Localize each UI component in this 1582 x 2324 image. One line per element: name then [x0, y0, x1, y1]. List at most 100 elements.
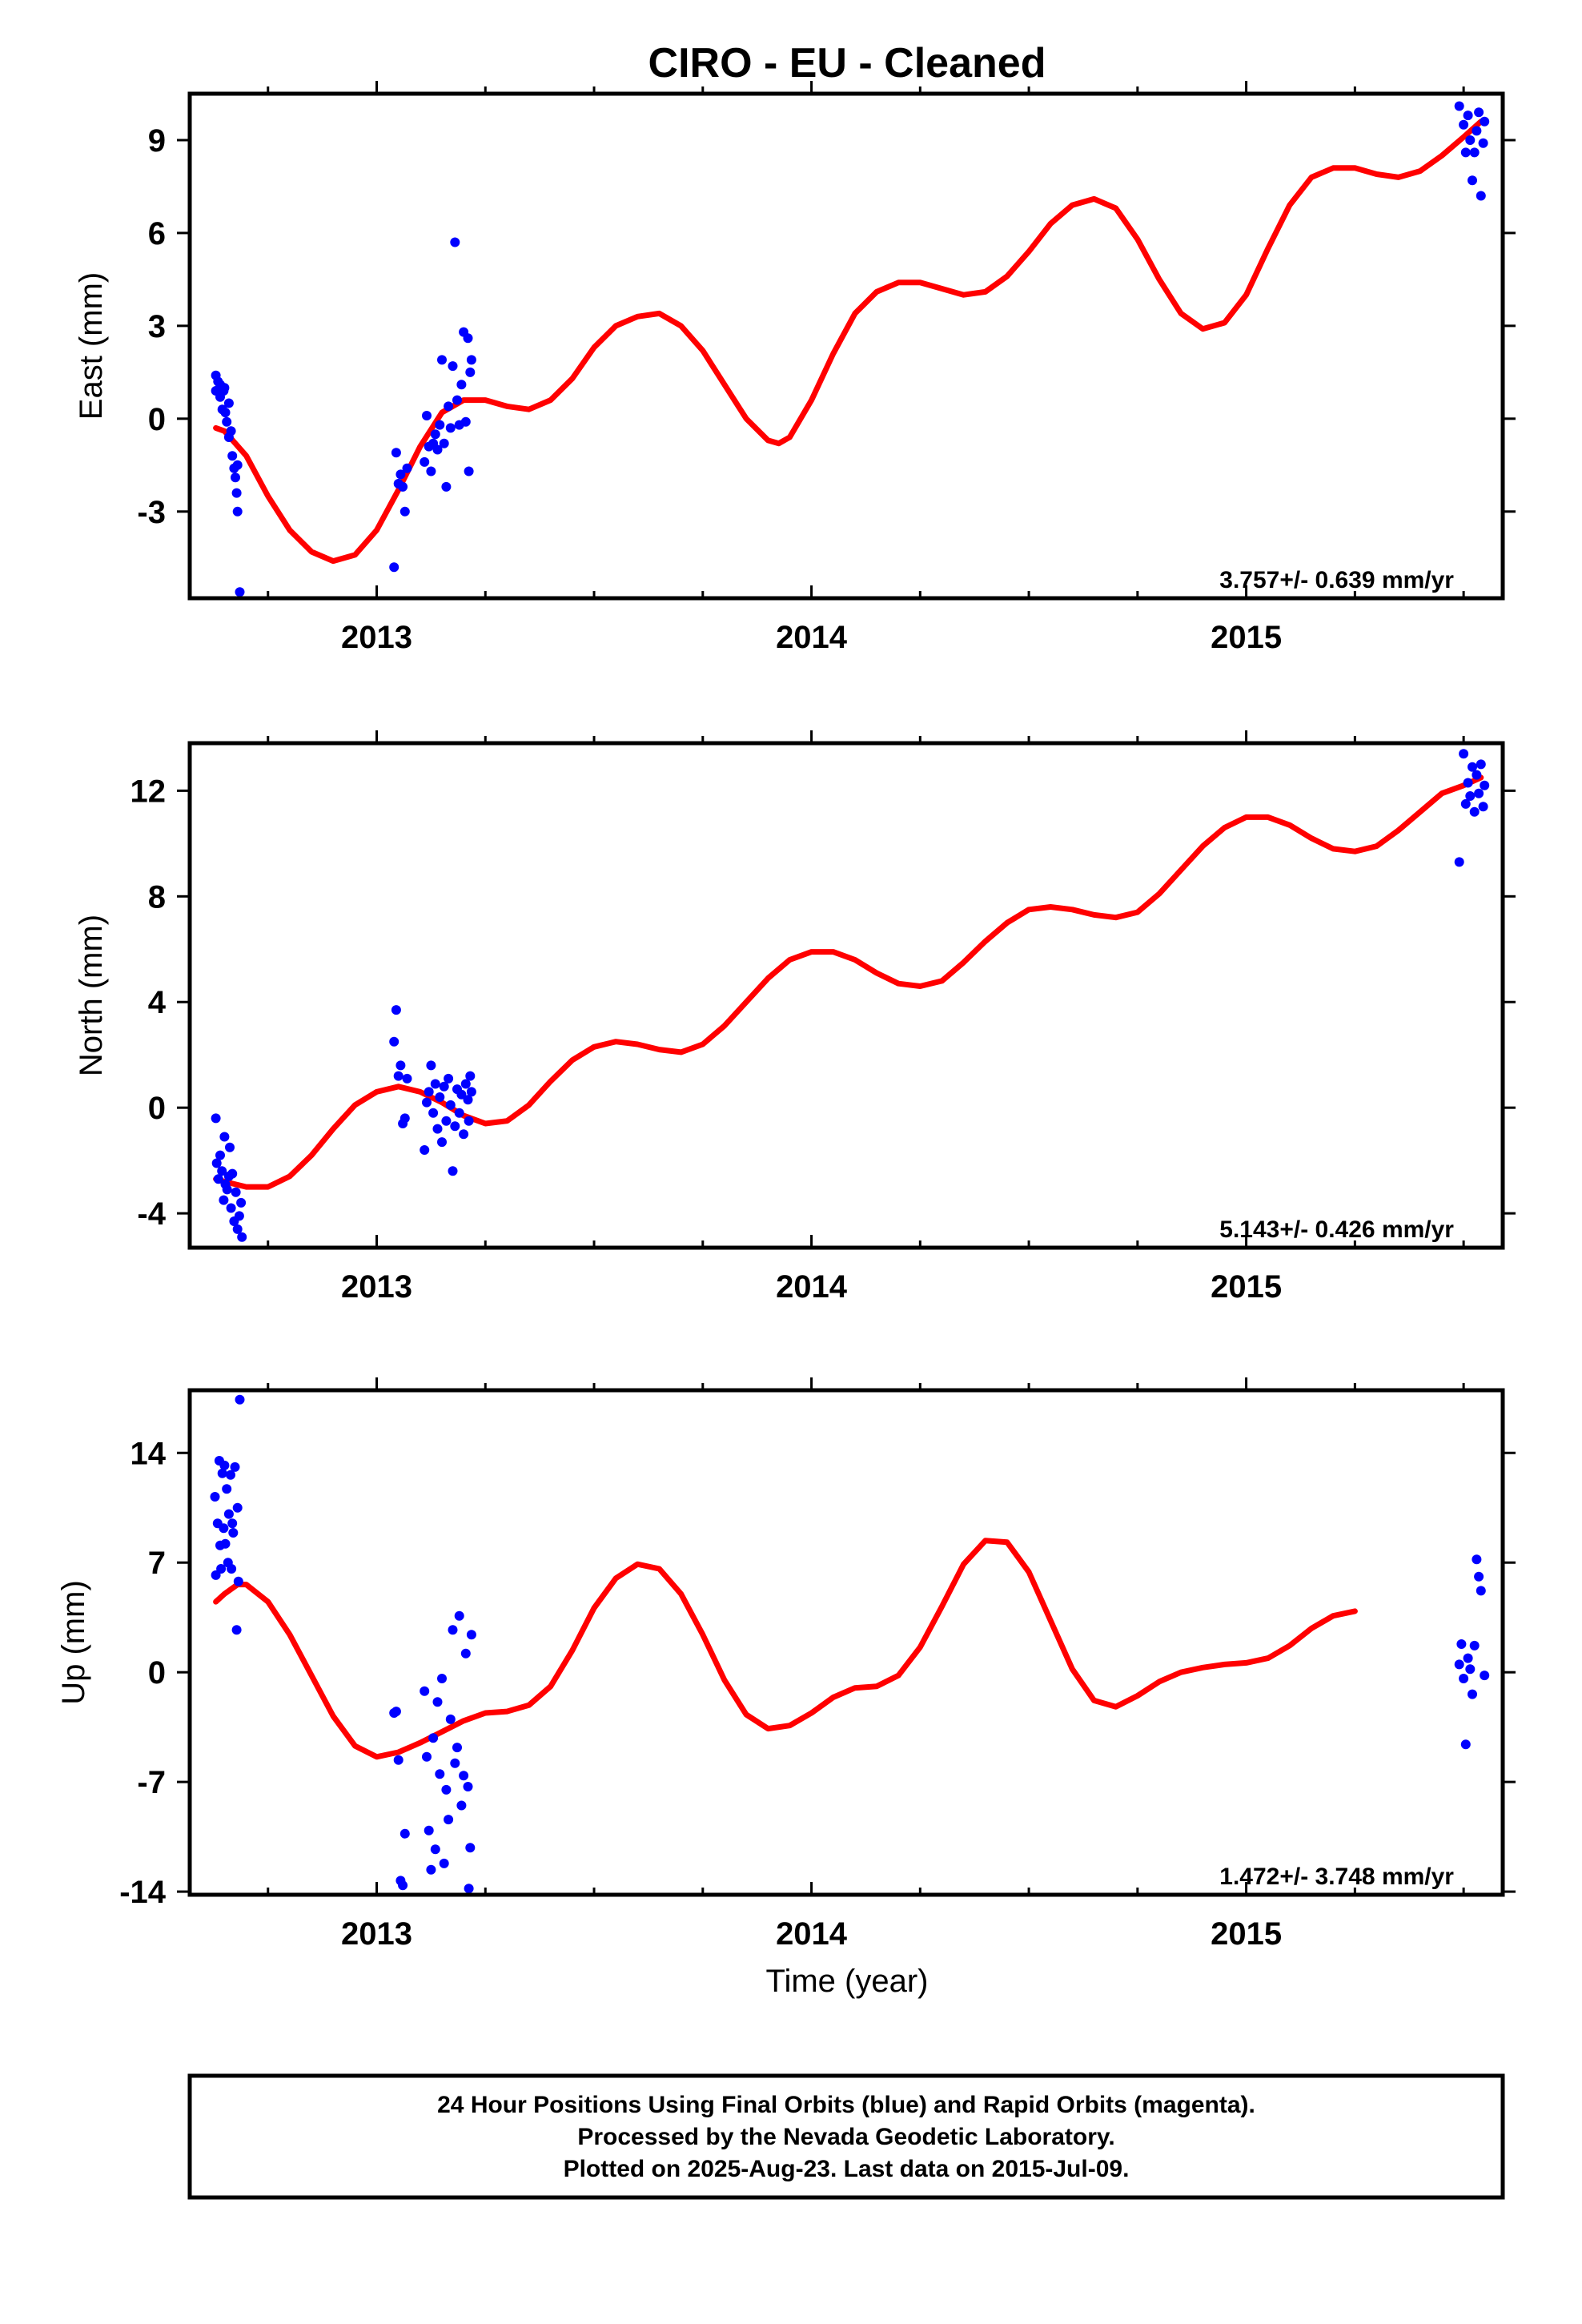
- north-data-point: [391, 1005, 401, 1015]
- up-data-point: [222, 1484, 232, 1494]
- up-data-point: [1459, 1674, 1469, 1683]
- east-data-point: [452, 395, 462, 405]
- north-data-point: [236, 1197, 247, 1208]
- east-data-point: [441, 481, 452, 492]
- east-axes-layer: 2013 2014 2015 -3 0 3 6 9: [137, 81, 1516, 655]
- up-data-point: [219, 1460, 230, 1470]
- east-data-point: [466, 355, 476, 365]
- east-data-point: [1454, 101, 1464, 111]
- up-data-point: [422, 1751, 432, 1762]
- east-data-point: [389, 562, 400, 573]
- up-data-point: [437, 1674, 447, 1683]
- up-data-point: [1474, 1571, 1484, 1582]
- north-xtick-label: 2013: [341, 1269, 412, 1305]
- caption-box: 24 Hour Positions Using Final Orbits (bl…: [187, 2073, 1505, 2200]
- up-plot-frame: [187, 1388, 1505, 1897]
- east-data-point: [219, 383, 230, 393]
- east-xtick-label: 2013: [341, 620, 412, 655]
- north-data-point: [1454, 857, 1464, 867]
- east-data-point: [464, 466, 474, 476]
- up-axes-layer: 2013 2014 2015 -14 -7 0 7 14: [119, 1377, 1516, 1952]
- up-data-point: [456, 1800, 467, 1811]
- north-fit-line: [213, 774, 1484, 1190]
- east-rate-label: 3.757+/- 0.639 mm/yr: [1219, 567, 1454, 593]
- north-data-point: [219, 1195, 229, 1205]
- east-data-point: [439, 438, 449, 448]
- up-data-point: [424, 1825, 434, 1835]
- north-xtick-label: 2015: [1211, 1269, 1282, 1305]
- north-data-point: [420, 1145, 430, 1155]
- north-data-point: [1469, 806, 1480, 817]
- east-points-layer: [211, 101, 1490, 597]
- north-data-point: [426, 1060, 436, 1071]
- north-data-point: [234, 1211, 244, 1221]
- north-data-point: [444, 1073, 454, 1084]
- east-fit-line: [213, 119, 1484, 565]
- up-ytick-label: 0: [148, 1655, 166, 1691]
- east-data-point: [1478, 138, 1488, 148]
- east-data-point: [463, 333, 473, 344]
- east-data-point: [396, 469, 406, 480]
- north-data-point: [1474, 788, 1484, 798]
- north-data-point: [226, 1203, 236, 1213]
- up-data-point: [444, 1815, 454, 1825]
- up-fit-line: [213, 1538, 1358, 1760]
- x-axis-label: Time (year): [766, 1964, 929, 1999]
- up-data-point: [1465, 1664, 1476, 1675]
- north-data-point: [232, 1224, 243, 1234]
- up-data-point: [235, 1394, 245, 1405]
- north-data-point: [465, 1071, 476, 1081]
- up-data-point: [227, 1518, 238, 1529]
- east-ylabel: East (mm): [74, 272, 109, 420]
- north-data-point: [393, 1071, 404, 1081]
- north-data-point: [466, 1087, 476, 1097]
- up-data-point: [428, 1733, 439, 1743]
- east-data-point: [456, 380, 467, 390]
- east-data-point: [465, 367, 476, 377]
- caption-line-2: Processed by the Nevada Geodetic Laborat…: [577, 2124, 1114, 2150]
- east-data-point: [231, 472, 240, 483]
- up-data-point: [216, 1564, 227, 1574]
- north-data-point: [463, 1095, 473, 1105]
- up-data-point: [227, 1564, 237, 1574]
- east-data-point: [400, 506, 410, 517]
- north-data-point: [428, 1108, 439, 1118]
- east-data-point: [402, 463, 412, 473]
- up-data-point: [228, 1528, 239, 1538]
- up-data-point: [1460, 1739, 1471, 1750]
- east-data-point: [450, 237, 460, 247]
- up-data-point: [398, 1880, 408, 1891]
- east-ytick-label: 3: [148, 309, 166, 344]
- up-data-point: [1469, 1640, 1480, 1651]
- up-ytick-label: 14: [130, 1436, 167, 1471]
- north-data-point: [454, 1108, 464, 1118]
- up-data-point: [460, 1648, 471, 1659]
- up-data-point: [232, 1502, 243, 1513]
- east-data-point: [223, 398, 234, 408]
- north-ylabel: North (mm): [74, 915, 109, 1076]
- up-data-point: [223, 1509, 234, 1519]
- north-data-point: [1468, 762, 1477, 772]
- up-data-point: [1472, 1554, 1482, 1565]
- east-data-point: [1459, 119, 1469, 130]
- north-data-point: [424, 1087, 434, 1097]
- up-data-point: [435, 1769, 445, 1779]
- up-data-point: [400, 1828, 410, 1839]
- up-ytick-label: -7: [137, 1765, 166, 1800]
- north-data-point: [227, 1168, 238, 1179]
- north-data-point: [450, 1121, 460, 1132]
- east-data-point: [232, 506, 243, 517]
- north-data-point: [211, 1158, 222, 1168]
- east-data-point: [444, 401, 454, 412]
- up-data-point: [466, 1630, 476, 1640]
- north-data-point: [1465, 791, 1476, 801]
- north-data-point: [1480, 780, 1490, 790]
- up-ytick-label: 7: [148, 1546, 166, 1581]
- north-data-point: [219, 1132, 230, 1142]
- east-data-point: [437, 355, 447, 365]
- east-data-point: [435, 420, 445, 430]
- up-data-point: [1480, 1671, 1490, 1681]
- north-data-point: [213, 1174, 223, 1184]
- panel-east: 2013 2014 2015 -3 0 3 6 9 East (mm) 3.757+/- 0.…: [74, 81, 1516, 655]
- north-data-point: [396, 1060, 406, 1071]
